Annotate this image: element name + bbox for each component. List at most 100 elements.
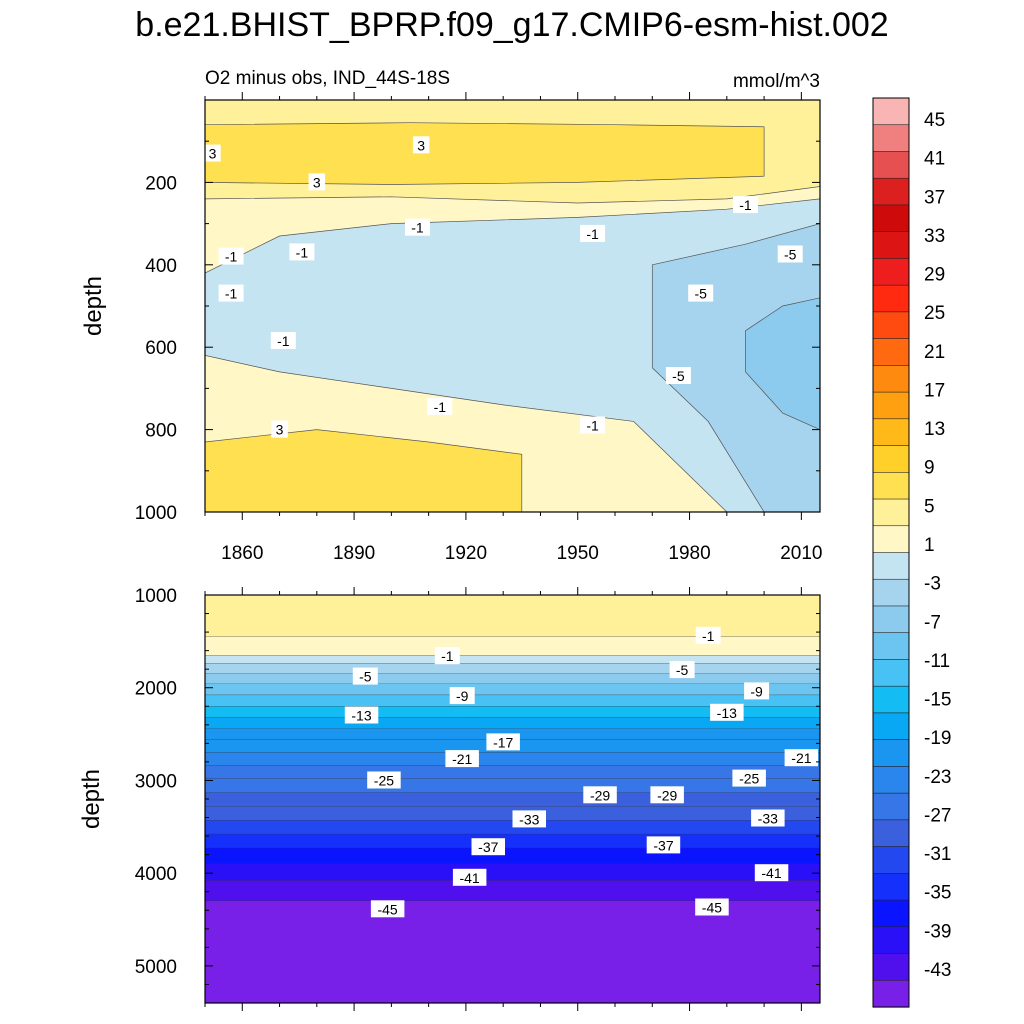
colorbar-label-16: -19 xyxy=(924,728,951,749)
colorbar-box-22 xyxy=(872,685,910,714)
upper-ytick-label-4: 1000 xyxy=(135,503,177,524)
lower-contour-label-box-10 xyxy=(784,749,819,767)
colorbar-label-22: -43 xyxy=(924,960,951,981)
lower-contour-label-box-2 xyxy=(352,667,378,685)
colorbar-box-19 xyxy=(872,605,910,634)
upper-contour-label-12: -5 xyxy=(672,368,685,384)
upper-xtick-label-2: 1920 xyxy=(445,543,487,564)
lower-contour-label-box-6 xyxy=(344,706,379,724)
lower-contour-label-box-18 xyxy=(646,836,681,854)
lower-contour-label-box-17 xyxy=(471,838,505,856)
lower-contour-label-box-0 xyxy=(695,626,721,644)
colorbar-box-4 xyxy=(872,204,910,233)
upper-contour-label-box-11 xyxy=(270,332,296,349)
lower-band-13 xyxy=(205,778,820,793)
lower-contour-label-box-16 xyxy=(751,809,785,827)
lower-band-3 xyxy=(205,663,820,674)
colorbar-label-20: -35 xyxy=(924,883,951,904)
colorbar-label-21: -39 xyxy=(924,921,951,942)
colorbar-label-17: -23 xyxy=(924,767,951,788)
upper-contour-label-0: 3 xyxy=(209,146,217,162)
colorbar-box-32 xyxy=(872,953,910,981)
colorbar-box-6 xyxy=(872,258,910,286)
lower-contour-label-box-22 xyxy=(695,898,729,916)
upper-ytick-label-3: 800 xyxy=(145,421,177,442)
lower-contour-label-box-7 xyxy=(710,703,744,721)
upper-contour-label-15: -1 xyxy=(586,418,599,434)
colorbar-label-14: -11 xyxy=(924,651,950,672)
lower-contour-label-box-20 xyxy=(754,864,789,882)
lower-band-20 xyxy=(205,880,820,901)
lower-contour-label-4: -9 xyxy=(456,688,469,704)
upper-xtick-label-5: 2010 xyxy=(780,543,822,564)
lower-ytick-label-3: 4000 xyxy=(135,864,177,885)
lower-y-axis: 1000 2000 3000 4000 5000 xyxy=(135,586,820,1004)
upper-contour-label-box-15 xyxy=(580,416,606,434)
lower-ytick-label-1: 2000 xyxy=(135,679,177,700)
upper-contour-label-4: -1 xyxy=(296,244,309,260)
lower-band-11 xyxy=(205,752,820,766)
upper-contour-label-box-7 xyxy=(733,196,758,214)
upper-contour-label-13: -1 xyxy=(434,399,447,415)
lower-contour-label-box-9 xyxy=(445,750,479,768)
lower-contour-label-21: -45 xyxy=(377,901,397,917)
lower-band-12 xyxy=(205,765,820,779)
lower-contour-label-8: -17 xyxy=(493,734,513,750)
upper-contour-label-6: -1 xyxy=(586,226,599,242)
lower-contour-label-5: -9 xyxy=(750,683,763,699)
colorbar-label-8: 13 xyxy=(924,419,945,440)
upper-contour-label-box-6 xyxy=(580,224,606,242)
colorbar-box-24 xyxy=(872,739,910,767)
upper-contour-label-5: -1 xyxy=(411,220,424,236)
colorbar-label-13: -7 xyxy=(924,612,941,633)
colorbar-label-5: 25 xyxy=(924,303,945,324)
colorbar-box-9 xyxy=(872,338,910,366)
colorbar-label-0: 45 xyxy=(924,110,945,131)
colorbar-box-3 xyxy=(872,177,910,206)
colorbar-label-6: 21 xyxy=(924,342,945,363)
upper-panel-units: mmol/m^3 xyxy=(733,71,820,92)
lower-ytick-label-2: 3000 xyxy=(135,771,177,792)
lower-band-0 xyxy=(205,595,820,637)
lower-contour-labels: -1 -1 -5 -5 -9 -9 -13 -13 -17 -21 -21 -25 -25 -29 -29 -… xyxy=(344,626,819,918)
colorbar-box-25 xyxy=(872,766,910,794)
upper-contour-label-3: -1 xyxy=(225,249,238,265)
upper-contour-label-box-3 xyxy=(218,247,244,265)
upper-xtick-label-1: 1890 xyxy=(333,543,375,564)
lower-contour-label-box-12 xyxy=(732,769,766,787)
lower-band-5 xyxy=(205,684,820,696)
upper-contour-label-8: -5 xyxy=(784,247,797,263)
upper-region-4 xyxy=(745,297,820,430)
lower-band-21 xyxy=(205,901,820,1003)
upper-y-axis: 200 400 600 800 1000 xyxy=(135,99,820,524)
colorbar-label-3: 33 xyxy=(924,226,945,247)
colorbar-box-15 xyxy=(872,498,910,527)
lower-band-8 xyxy=(205,717,820,729)
colorbar-box-12 xyxy=(872,418,910,447)
lower-band-14 xyxy=(205,792,820,807)
lower-contour-label-box-13 xyxy=(583,786,617,804)
upper-contour-label-10: -5 xyxy=(694,286,707,302)
colorbar-label-11: 1 xyxy=(924,535,935,556)
upper-contour-label-7: -1 xyxy=(739,197,752,213)
colorbar-box-29 xyxy=(872,873,910,901)
upper-contour-label-box-2 xyxy=(308,173,326,191)
colorbar: 45 41 37 33 29 25 21 17 13 9 5 1 -3 -7 -11 -15 -19 -23 -27… xyxy=(872,97,951,1008)
upper-contour-label-box-12 xyxy=(665,367,691,384)
lower-contour-label-2: -5 xyxy=(359,669,372,685)
upper-y-axis-label: depth xyxy=(80,276,107,336)
colorbar-label-7: 17 xyxy=(924,381,945,402)
upper-contour-label-box-10 xyxy=(688,284,714,302)
colorbar-box-17 xyxy=(872,552,910,580)
upper-contour-label-box-5 xyxy=(405,218,430,236)
upper-contour-label-box-1 xyxy=(412,136,430,154)
colorbar-box-11 xyxy=(872,391,910,420)
colorbar-box-21 xyxy=(872,659,910,687)
lower-contour-label-15: -33 xyxy=(519,811,539,827)
colorbar-box-16 xyxy=(872,525,910,554)
lower-contour-label-box-4 xyxy=(449,687,475,705)
upper-x-axis: 1860 1890 1920 1950 1980 2010 xyxy=(204,92,823,564)
lower-contour-label-7: -13 xyxy=(717,705,737,721)
lower-contour-label-9: -21 xyxy=(452,751,472,767)
